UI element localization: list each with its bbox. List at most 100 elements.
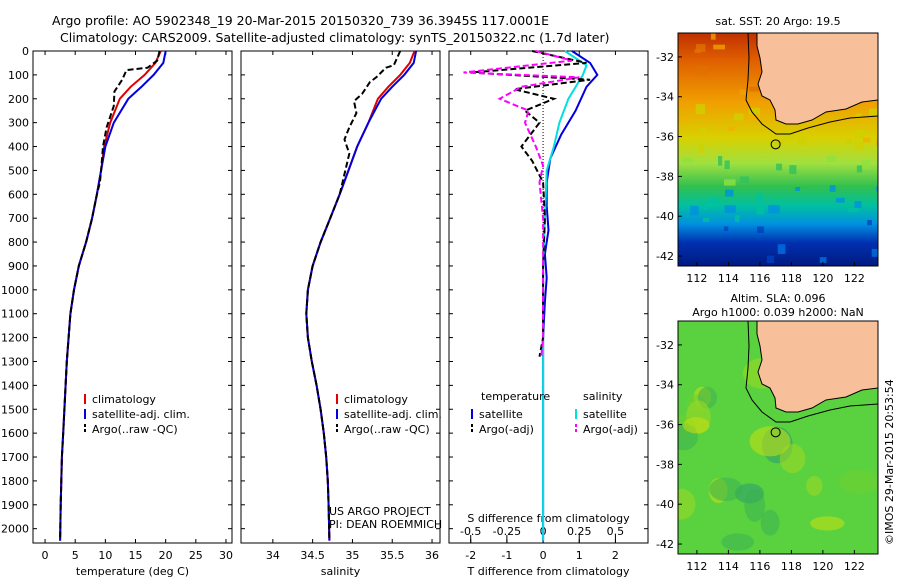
- sla-land: [756, 321, 878, 413]
- sst-land: [756, 33, 878, 125]
- y-tick-label: 1100: [1, 308, 29, 321]
- sst-pixel: [876, 186, 878, 192]
- x-tick-label: 35.5: [380, 549, 405, 562]
- y-tick-label: 2000: [1, 523, 29, 536]
- map-x-tick-label: 112: [686, 272, 707, 285]
- series-line-s-satellite: [542, 50, 588, 541]
- x-tick-label: -1: [501, 549, 512, 562]
- sst-pixel: [748, 107, 760, 116]
- sst-pixel: [819, 257, 827, 264]
- sst-pixel: [725, 189, 734, 197]
- sla-blob: [760, 509, 780, 536]
- sst-pixel: [748, 113, 759, 122]
- sst-pixel: [679, 116, 687, 122]
- sla-argo-marker: [770, 427, 781, 438]
- legend-label: climatology: [92, 393, 156, 406]
- sla-blob: [721, 533, 755, 551]
- sst-pixel: [756, 192, 763, 203]
- map-y-tick-label: -40: [656, 498, 674, 511]
- sst-pixel: [695, 104, 706, 114]
- y-tick-label: 900: [8, 260, 29, 273]
- sst-pixel: [734, 215, 740, 223]
- legend-label: satellite: [479, 408, 523, 421]
- map-y-tick-label: -34: [656, 91, 674, 104]
- sst-pixel: [798, 135, 807, 145]
- x-tick-label: 20: [159, 549, 173, 562]
- series-line-t-argo-adj-: [470, 50, 591, 357]
- sla-blob: [682, 417, 710, 434]
- legend-header: salinity: [583, 390, 623, 403]
- sst-pixel: [855, 129, 865, 139]
- y-tick-label: 1000: [1, 284, 29, 297]
- y-tick-label: 0: [22, 45, 29, 58]
- sla-map: [678, 321, 878, 554]
- map-x-tick-label: 116: [749, 560, 770, 573]
- series-line-argo-raw-qc-: [59, 50, 161, 541]
- y-tick-label: 1700: [1, 451, 29, 464]
- x-tick-label: 36: [425, 549, 439, 562]
- sst-pixel: [776, 163, 783, 171]
- sst-pixel: [696, 44, 706, 52]
- sst-pixel: [690, 205, 699, 216]
- sst-pixel: [733, 113, 744, 121]
- profile-panel-1: 34 34.5 35 35.5 36 salinity climatology satelli…: [240, 50, 442, 578]
- sst-map-title: sat. SST: 20 Argo: 19.5: [715, 15, 840, 28]
- sst-pixel: [847, 207, 859, 213]
- map-x-tick-label: 112: [686, 560, 707, 573]
- sst-pixel: [703, 217, 710, 222]
- sst-pixel: [724, 205, 736, 213]
- y-tick-label: 1500: [1, 403, 29, 416]
- y-tick-label: 600: [8, 188, 29, 201]
- x-tick-label: 0: [42, 549, 49, 562]
- sst-pixel: [682, 158, 693, 164]
- legend-label: climatology: [344, 393, 408, 406]
- sst-pixel: [699, 144, 704, 153]
- sst-pixel: [854, 142, 864, 150]
- x-tick-label: 34: [266, 549, 280, 562]
- sst-pixel: [795, 186, 801, 191]
- sst-pixel: [756, 207, 765, 215]
- sst-pixel: [739, 176, 750, 183]
- sst-pixel: [829, 185, 836, 192]
- annotation: PI: DEAN ROEMMICH: [329, 518, 442, 531]
- map-x-tick-label: 114: [718, 560, 739, 573]
- map-y-tick-label: -34: [656, 379, 674, 392]
- panel-frame: [240, 50, 441, 544]
- sla-map-title: Altim. SLA: 0.096: [730, 292, 825, 305]
- map-x-tick-label: 122: [844, 272, 865, 285]
- map-x-tick-label: 120: [812, 560, 833, 573]
- imos-timestamp: ©IMOS 29-Mar-2015 20:53:54: [883, 379, 896, 545]
- sla-blob: [810, 516, 845, 531]
- sst-pixel: [783, 131, 795, 140]
- map-y-tick-label: -36: [656, 419, 674, 432]
- y-tick-label: 700: [8, 212, 29, 225]
- legend-label: Argo(..raw -QC): [92, 423, 178, 436]
- sst-pixel: [768, 205, 780, 214]
- y-tick-label: 300: [8, 117, 29, 130]
- legend-label: satellite-adj. clim.: [344, 408, 442, 421]
- sst-pixel: [862, 137, 871, 143]
- sst-pixel: [836, 197, 845, 203]
- panel-frame: [32, 50, 233, 544]
- legend-label: Argo(-adj): [479, 423, 534, 436]
- x-tick-label: 30: [219, 549, 233, 562]
- sst-pixel: [723, 179, 736, 186]
- y-tick-label: 1400: [1, 379, 29, 392]
- sst-pixel: [845, 138, 852, 144]
- map-y-tick-label: -32: [656, 339, 674, 352]
- map-x-tick-label: 122: [844, 560, 865, 573]
- s-tick-label: 0.25: [567, 525, 592, 538]
- sst-pixel: [728, 126, 735, 131]
- sla-blob: [709, 477, 743, 502]
- sst-map-frame: [677, 32, 879, 267]
- map-x-tick-label: 120: [812, 272, 833, 285]
- map-y-tick-label: -38: [656, 170, 674, 183]
- legend-header: temperature: [481, 390, 550, 403]
- x-tick-label: 10: [98, 549, 112, 562]
- sst-pixel: [867, 220, 872, 226]
- s-tick-label: -0.25: [493, 525, 521, 538]
- sst-pixel: [713, 44, 725, 50]
- sla-blob: [839, 470, 878, 494]
- sst-pixel: [766, 255, 775, 263]
